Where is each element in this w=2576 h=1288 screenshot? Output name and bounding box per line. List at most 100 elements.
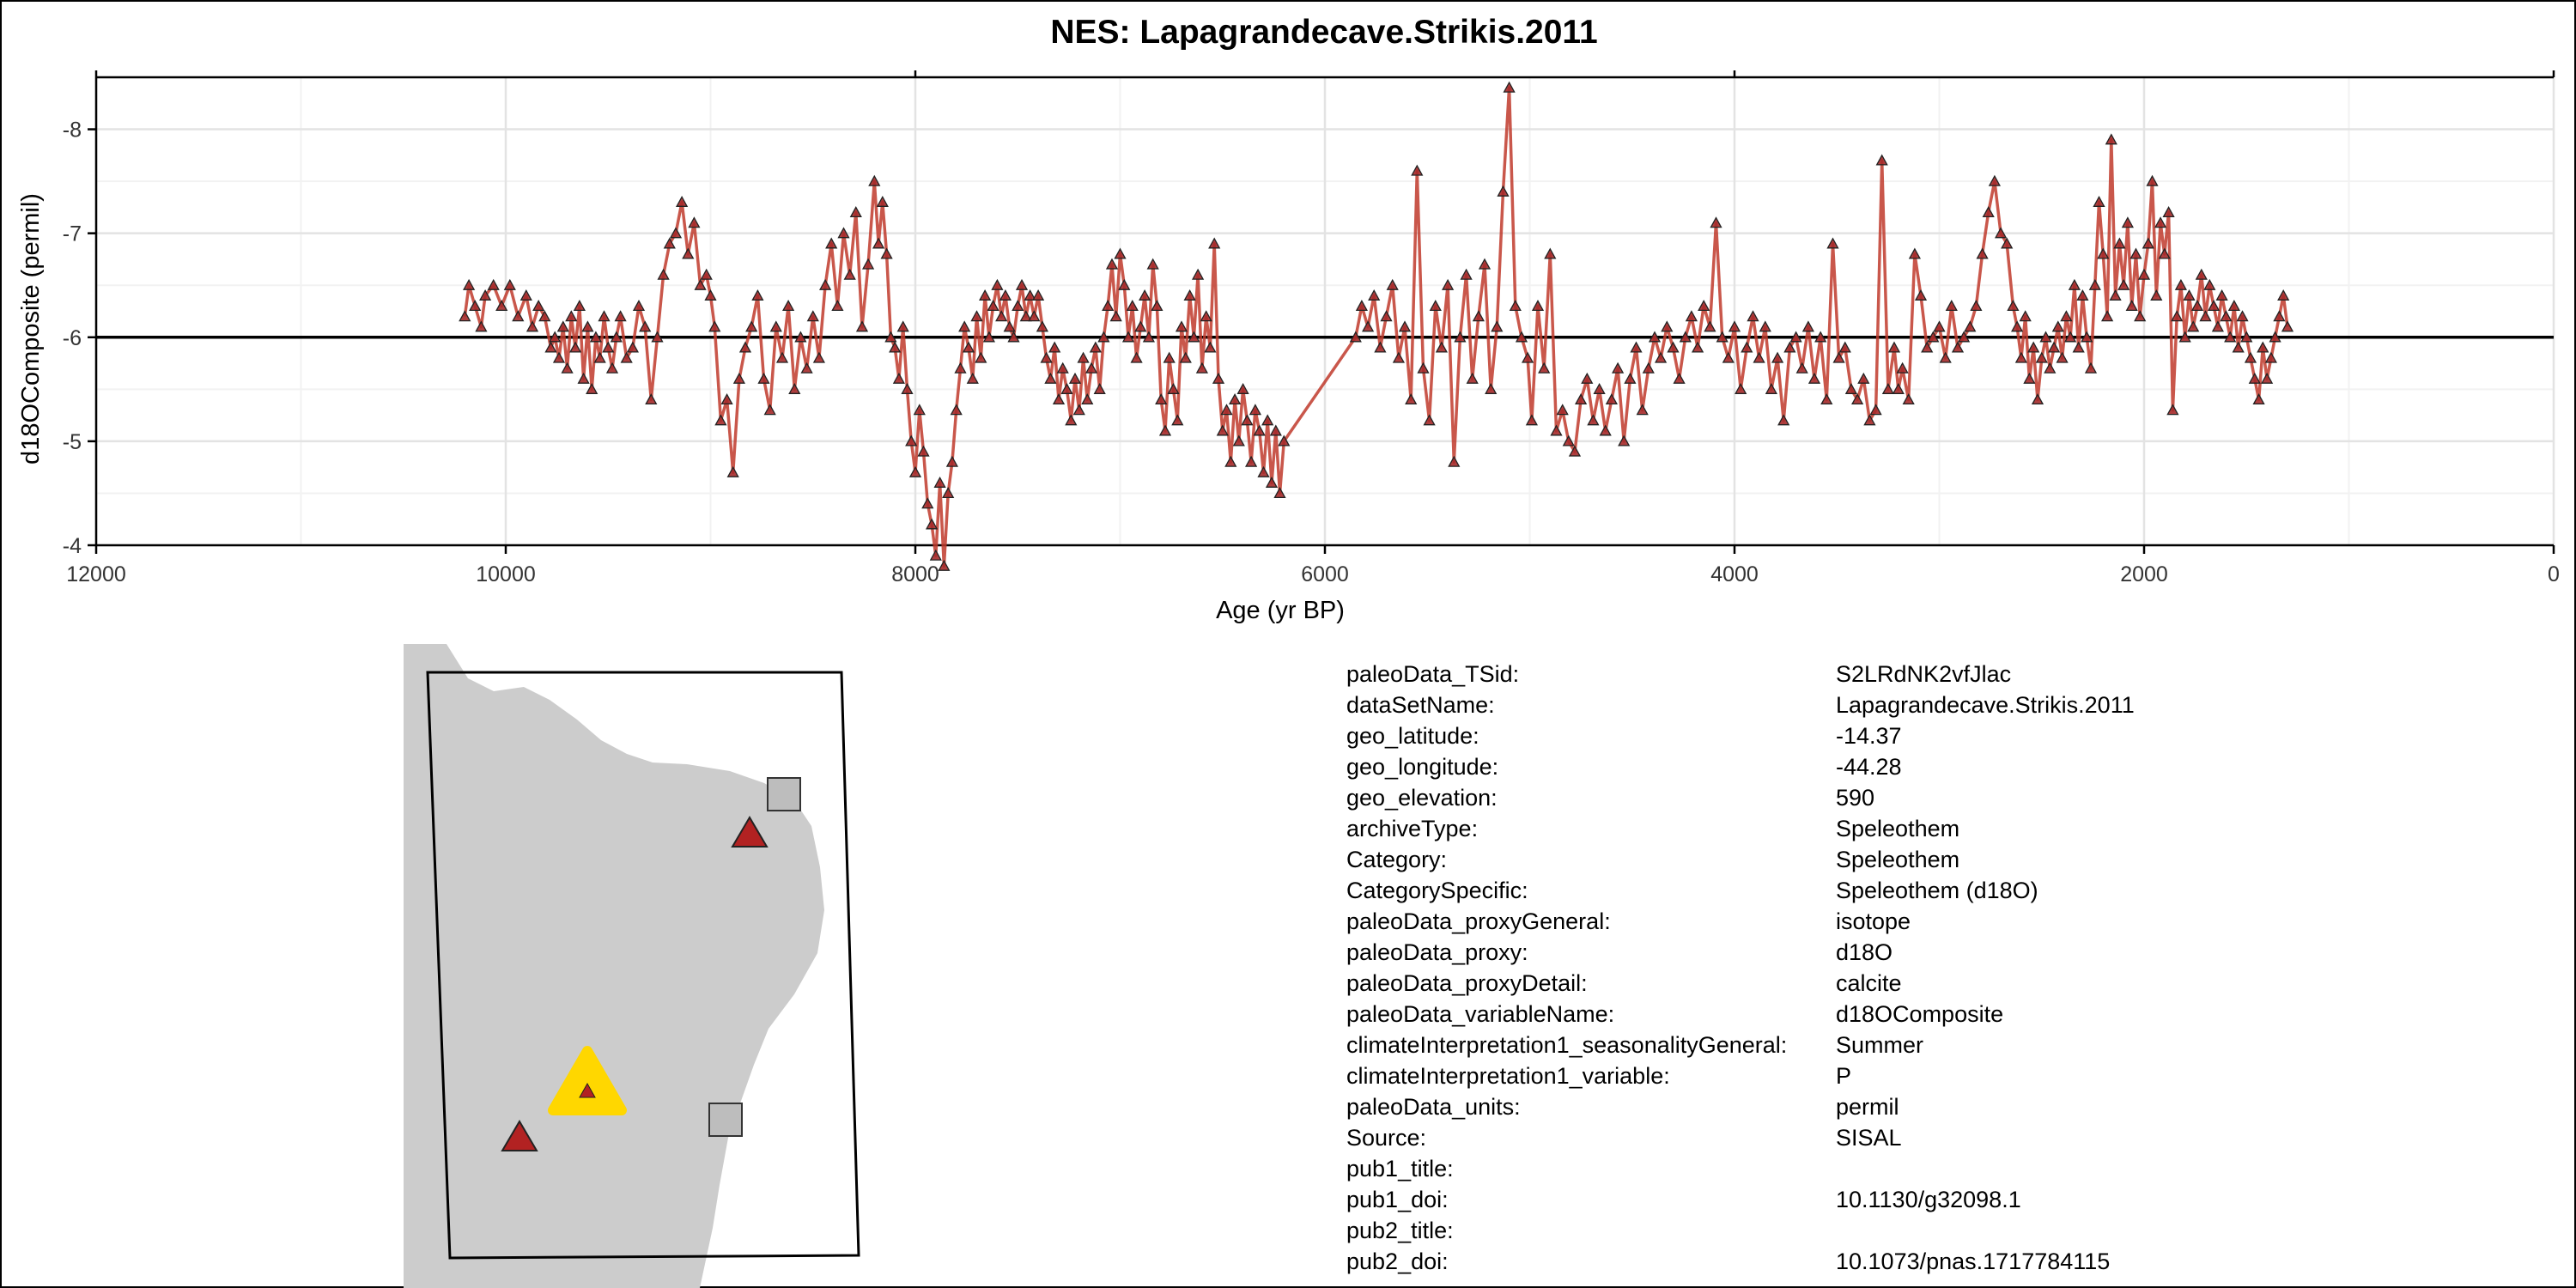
data-point: [708, 320, 721, 332]
metadata-key: climateInterpretation1_seasonalityGenera…: [1346, 1032, 1788, 1058]
data-point: [1241, 414, 1254, 426]
metadata-key: geo_elevation:: [1346, 785, 1498, 811]
data-point: [669, 227, 683, 239]
timeseries-chart: NES: Lapagrandecave.Strikis.2011 12000 10…: [17, 14, 2560, 624]
data-point: [2121, 216, 2134, 228]
data-point: [982, 331, 995, 343]
metadata-table: paleoData_TSid: S2LRdNK2vfJlac dataSetName…: [1346, 659, 2135, 1277]
data-point: [908, 465, 922, 477]
data-point: [1052, 393, 1066, 405]
metadata-key: archiveType:: [1346, 816, 1479, 841]
data-point: [1814, 331, 1827, 343]
data-point: [651, 331, 664, 343]
data-point: [503, 278, 516, 290]
data-point: [979, 289, 992, 301]
metadata-row: paleoData_proxyDetail: calcite: [1346, 968, 2135, 999]
data-point: [1065, 414, 1078, 426]
data-point: [519, 289, 532, 301]
land-mass: [404, 644, 824, 1288]
data-point: [950, 404, 963, 416]
data-point: [1188, 331, 1200, 343]
data-point: [2056, 351, 2069, 363]
metadata-value: Lapagrandecave.Strikis.2011: [1836, 692, 2135, 718]
data-point: [751, 289, 764, 301]
data-point: [1442, 278, 1455, 290]
data-point: [1509, 300, 1522, 312]
metadata-row: paleoData_proxyGeneral: isotope: [1346, 906, 2135, 937]
data-point: [775, 351, 789, 363]
metadata-key: Category:: [1346, 847, 1448, 872]
data-point: [1068, 372, 1082, 384]
data-point: [1550, 424, 1563, 436]
data-point: [806, 310, 819, 322]
data-point: [1478, 258, 1492, 270]
data-point: [2187, 320, 2200, 332]
data-point: [872, 237, 885, 249]
metadata-value: -14.37: [1836, 723, 1902, 749]
y-tick-label: -5: [63, 430, 82, 454]
data-point: [2048, 341, 2061, 353]
data-point: [1278, 434, 1291, 447]
data-point: [1097, 331, 1110, 343]
data-point: [1771, 351, 1784, 363]
data-point: [700, 268, 713, 280]
data-point: [532, 300, 545, 312]
data-point: [1200, 310, 1212, 322]
data-point: [1485, 382, 1498, 394]
data-point: [1146, 258, 1159, 270]
data-point: [544, 341, 557, 353]
data-point: [896, 320, 909, 332]
data-point: [933, 476, 946, 488]
data-point: [2084, 361, 2098, 374]
metadata-row: pub2_doi: 10.1073/pnas.1717784115: [1346, 1246, 2135, 1277]
data-point: [552, 351, 566, 363]
data-point: [782, 300, 795, 312]
data-point: [549, 331, 562, 343]
x-tick-label: 10000: [476, 562, 536, 586]
data-point: [745, 320, 758, 332]
data-point: [1525, 414, 1538, 426]
data-point: [788, 382, 801, 394]
data-point: [2011, 320, 2024, 332]
data-point: [1759, 320, 1771, 332]
data-point: [1089, 341, 1102, 353]
data-point: [2208, 300, 2221, 312]
data-point: [1269, 424, 1282, 436]
data-point: [1692, 341, 1704, 353]
data-point: [2248, 372, 2261, 384]
data-point: [1624, 372, 1637, 384]
data-point: [2264, 351, 2277, 363]
data-point: [2261, 372, 2274, 384]
data-point: [2027, 341, 2040, 353]
data-point: [1261, 414, 1274, 426]
data-point: [577, 372, 590, 384]
data-point: [1229, 393, 1242, 405]
data-point: [704, 289, 717, 301]
data-point: [2137, 268, 2151, 280]
data-point: [2195, 268, 2208, 280]
data-point: [1060, 382, 1073, 394]
data-point: [1466, 372, 1479, 384]
data-point: [1838, 341, 1851, 353]
data-point: [2171, 310, 2184, 322]
data-point: [831, 300, 844, 312]
metadata-value: 10.1073/pnas.1717784115: [1836, 1249, 2111, 1274]
data-point: [1105, 258, 1119, 270]
data-point: [1257, 465, 1270, 477]
data-point: [1216, 424, 1229, 436]
data-point: [884, 331, 897, 343]
data-point: [1575, 393, 1588, 405]
data-point: [1832, 351, 1845, 363]
data-point: [569, 341, 582, 353]
data-point: [620, 351, 633, 363]
data-point: [2199, 310, 2212, 322]
data-point: [1612, 361, 1625, 374]
data-point: [1460, 268, 1473, 280]
data-point: [1605, 393, 1618, 405]
data-point: [2088, 278, 2101, 290]
data-point: [1236, 382, 1249, 394]
data-point: [1374, 341, 1387, 353]
data-point: [1081, 393, 1094, 405]
data-point: [2039, 331, 2052, 343]
